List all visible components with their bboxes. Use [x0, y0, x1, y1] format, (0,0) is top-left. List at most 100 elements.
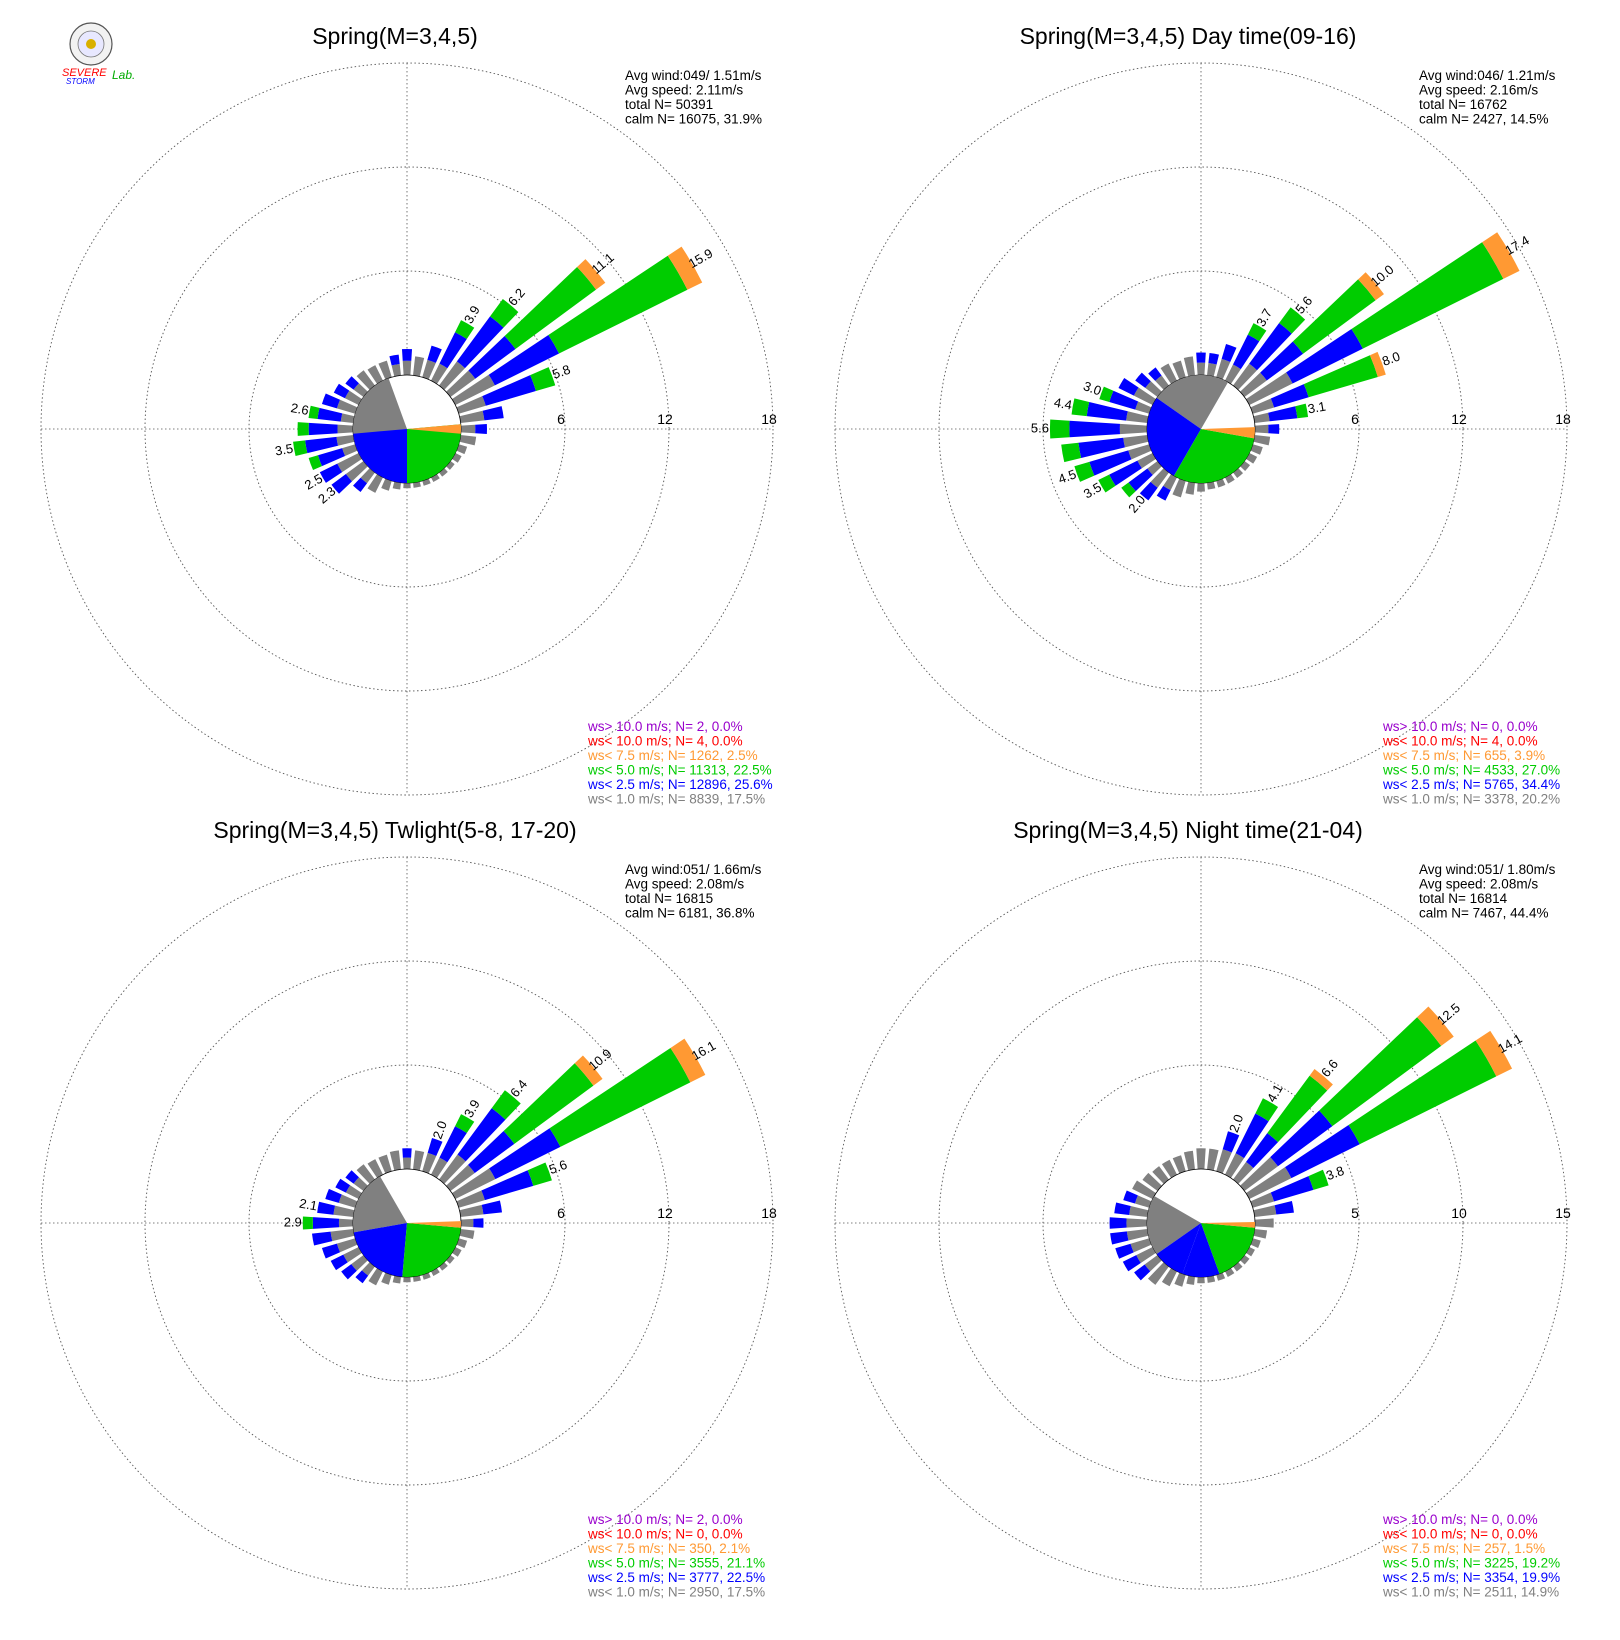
- bar-segment-blue: [1270, 1110, 1333, 1167]
- bar-segment-blue: [427, 345, 442, 363]
- bar-segment-gray: [446, 370, 476, 397]
- bar-310: [345, 376, 368, 397]
- bar-segment-gray: [338, 1194, 358, 1208]
- bar-segment-gray: [439, 468, 448, 477]
- wind-rose-panel-3: 6 12 182.03.96.410.9 16.15.62.92.1Spring(M=…: [40, 817, 777, 1600]
- bar-segment-gray: [1152, 1166, 1169, 1184]
- bar-segment-green: [1049, 419, 1070, 439]
- ring-label-1: 6: [1351, 411, 1359, 427]
- bar-segment-gray: [1185, 481, 1195, 495]
- bar-270: 5.6: [1031, 419, 1148, 439]
- wind-rose-panel-1: 6 12 183.96.211.1 15.95.82.32.53.52.6Spring…: [40, 23, 777, 807]
- bar-segment-green: [1292, 279, 1376, 354]
- bar-label: 2.0: [430, 1119, 450, 1141]
- bar-segment-blue: [389, 354, 400, 366]
- bar-segment-green: [1308, 1169, 1329, 1190]
- bar-280: 2.1: [298, 1196, 355, 1217]
- bar-220: [353, 468, 375, 492]
- bar-segment-gray: [446, 461, 455, 470]
- bar-segment-gray: [1250, 1238, 1261, 1248]
- bar-40: 6.4: [439, 1077, 530, 1184]
- bar-segment-blue: [1222, 1131, 1240, 1153]
- bar-130: [1240, 1255, 1250, 1265]
- bar-segment-blue: [1235, 1113, 1269, 1159]
- bar-segment-blue: [1249, 323, 1292, 371]
- bar-210: [1161, 1267, 1177, 1287]
- bar-segment-gray: [1225, 364, 1241, 385]
- legend-entry-orange: ws< 7.5 m/s; N= 1262, 2.5%: [587, 748, 758, 763]
- bar-310: [1135, 372, 1162, 397]
- bar-label: 3.5: [274, 441, 294, 459]
- bar-segment-gray: [1123, 435, 1149, 448]
- hub-slice-orange: [407, 1221, 461, 1228]
- bar-segment-green: [549, 1047, 691, 1147]
- bar-segment-orange: [667, 246, 703, 290]
- bar-segment-blue: [1196, 352, 1206, 363]
- bar-segment-blue: [467, 1131, 515, 1174]
- logo-text-lab: Lab.: [112, 68, 135, 82]
- bar-20: [1216, 343, 1237, 380]
- bar-segment-gray: [1207, 1275, 1216, 1283]
- bar-segment-gray: [337, 424, 354, 434]
- bar-segment-gray: [345, 461, 368, 482]
- bar-segment-green: [1071, 398, 1090, 417]
- bar-10: [1207, 352, 1219, 377]
- bar-segment-blue: [1286, 329, 1363, 384]
- bar-segment-blue: [311, 1231, 333, 1246]
- bar-80: 3.1: [1253, 399, 1327, 423]
- bar-segment-gray: [1145, 381, 1162, 397]
- bar-segment-gray: [446, 1255, 455, 1264]
- bar-210: [1156, 473, 1177, 501]
- panel-title: Spring(M=3,4,5) Twlight(5-8, 17-20): [213, 817, 576, 843]
- bar-segment-green: [297, 422, 309, 436]
- bar-segment-green: [1319, 1017, 1442, 1127]
- bar-segment-gray: [431, 1157, 448, 1179]
- bar-segment-gray: [446, 1164, 475, 1191]
- bar-360: [402, 1148, 412, 1170]
- bar-190: [1185, 481, 1195, 495]
- bar-segment-gray: [1147, 461, 1162, 475]
- bar-segment-gray: [1135, 401, 1152, 414]
- bar-segment-blue: [401, 349, 413, 361]
- bar-segment-gray: [1186, 1275, 1195, 1285]
- bar-segment-gray: [367, 473, 383, 493]
- bar-segment-gray: [459, 1229, 475, 1239]
- bar-100: [1253, 1229, 1268, 1239]
- legend-entry-red: ws< 10.0 m/s; N= 4, 0.0%: [1382, 734, 1538, 749]
- bar-150: [431, 1267, 440, 1277]
- bar-270: [1109, 1217, 1148, 1229]
- legend-entry-gray: ws< 1.0 m/s; N= 3378, 20.2%: [1382, 792, 1560, 807]
- bar-segment-blue: [341, 1264, 357, 1280]
- legend-entry-orange: ws< 7.5 m/s; N= 655, 3.9%: [1382, 748, 1545, 763]
- bar-90: [1254, 1218, 1274, 1228]
- stat-line-1: Avg wind:046/ 1.21m/s: [1419, 68, 1556, 83]
- stat-line-3: total N= 16762: [1419, 97, 1507, 112]
- bar-segment-green: [308, 455, 322, 471]
- bar-segment-green: [455, 1114, 475, 1133]
- bar-segment-gray: [381, 478, 392, 491]
- bar-30: 3.9: [431, 303, 483, 385]
- bar-label: 14.1: [1495, 1031, 1524, 1057]
- bar-segment-blue: [308, 422, 338, 436]
- bar-220: [1147, 1262, 1169, 1285]
- bar-segment-gray: [345, 1185, 363, 1199]
- bar-290: [1123, 1190, 1152, 1208]
- bar-segment-blue: [317, 448, 346, 467]
- bar-segment-gray: [1142, 1172, 1162, 1191]
- panels-group: 6 12 183.96.211.1 15.95.82.32.53.52.6Spring…: [40, 23, 1571, 1600]
- bar-segment-green: [1348, 1040, 1497, 1145]
- hub-slice-blue: [1147, 398, 1201, 476]
- bar-segment-blue: [1221, 343, 1237, 363]
- stat-line-4: calm N= 6181, 36.8%: [625, 906, 754, 921]
- bar-label: 5.6: [1031, 420, 1049, 435]
- ring-label-3: 18: [1555, 411, 1571, 427]
- bar-segment-gray: [1172, 360, 1186, 380]
- bar-segment-gray: [1174, 1272, 1186, 1287]
- bar-segment-gray: [1130, 1238, 1152, 1253]
- bar-segment-blue: [1069, 420, 1120, 438]
- bar-segment-gray: [1126, 411, 1149, 423]
- bar-80: [1253, 1201, 1294, 1217]
- bar-250: [308, 444, 358, 471]
- bar-segment-green: [1074, 461, 1095, 482]
- bar-300: [335, 1178, 363, 1199]
